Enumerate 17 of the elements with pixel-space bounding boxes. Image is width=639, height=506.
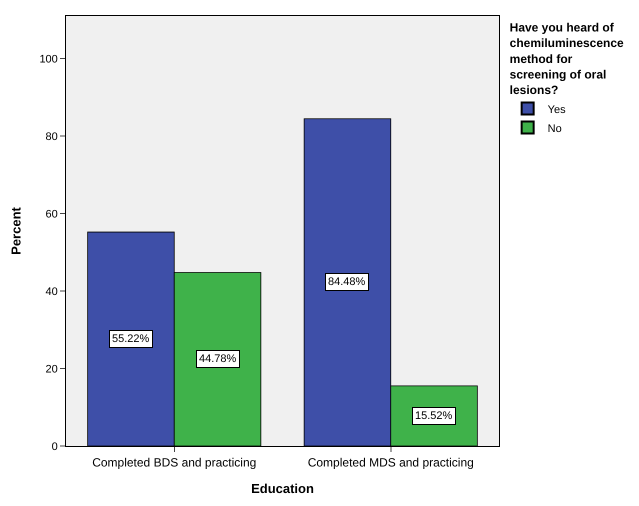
x-axis-title: Education [251, 481, 314, 496]
y-axis-title: Percent [8, 206, 24, 255]
data-label: 44.78% [199, 353, 237, 365]
data-label: 55.22% [112, 333, 150, 345]
legend-title: Have you heard of chemiluminescence method for screening of oral lesions? [510, 20, 624, 97]
y-tick-label: 100 [39, 53, 58, 66]
y-tick-label: 60 [46, 208, 58, 220]
legend-label: Yes [548, 104, 566, 116]
y-tick-label: 80 [46, 130, 58, 143]
y-tick-label: 20 [46, 363, 58, 376]
data-label: 15.52% [415, 410, 453, 422]
y-tick-label: 40 [46, 286, 58, 298]
data-label: 84.48% [328, 276, 366, 288]
legend-label: No [548, 122, 562, 135]
x-tick-label: Completed BDS and practicing [92, 455, 256, 470]
x-tick-label: Completed MDS and practicing [308, 455, 474, 470]
y-tick-label: 0 [52, 440, 58, 453]
